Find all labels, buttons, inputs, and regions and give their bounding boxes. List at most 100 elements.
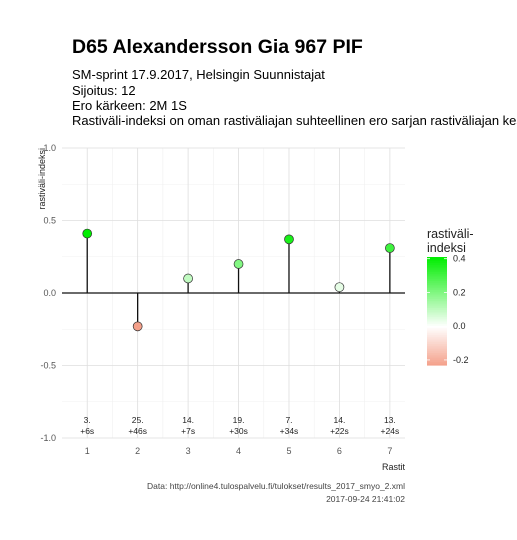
legend-colorbar-segment [427, 260, 447, 263]
legend-colorbar-segment [427, 305, 447, 308]
time-diff-label: +6s [80, 426, 94, 436]
legend-colorbar-segment [427, 278, 447, 281]
legend-colorbar-segment [427, 293, 447, 296]
y-tick-label: -1.0 [40, 433, 56, 443]
x-tick-label: 3 [186, 446, 191, 456]
legend-colorbar-segment [427, 275, 447, 278]
legend-colorbar-segment [427, 327, 447, 330]
legend-colorbar-segment [427, 273, 447, 276]
legend-colorbar-segment [427, 298, 447, 301]
x-tick-label: 5 [286, 446, 291, 456]
legend-colorbar-segment [427, 271, 447, 274]
legend-colorbar-segment [427, 267, 447, 271]
legend-title: rastiväli- [427, 227, 474, 241]
legend-colorbar-segment [427, 291, 447, 294]
legend-colorbar-segment [427, 266, 447, 269]
x-tick-label: 2 [135, 446, 140, 456]
legend: rastiväli-indeksi -0.2 0.0 0.2 0.4 [427, 227, 474, 366]
legend-colorbar-segment [427, 307, 447, 310]
y-tick-label: 1.0 [43, 143, 56, 153]
legend-title: indeksi [427, 241, 466, 255]
timestamp-caption: 2017-09-24 21:41:02 [326, 494, 405, 504]
legend-tick-label: 0.2 [453, 287, 466, 297]
legend-colorbar-segment [427, 276, 447, 280]
placement-label: 25. [132, 415, 144, 425]
subtitle-line: Sijoitus: 12 [72, 83, 136, 98]
placement-label: 14. [182, 415, 194, 425]
legend-colorbar-segment [427, 262, 447, 265]
chart-title: D65 Alexandersson Gia 967 PIF [72, 36, 363, 58]
time-diff-label: +30s [229, 426, 248, 436]
legend-colorbar-segment [427, 338, 447, 341]
legend-colorbar-segment [427, 264, 447, 267]
legend-colorbar-segment [427, 296, 447, 299]
subtitle-line: Ero kärkeen: 2M 1S [72, 98, 187, 113]
legend-colorbar-segment [427, 312, 447, 316]
data-source-caption: Data: http://online4.tulospalvelu.fi/tul… [147, 481, 405, 491]
lollipop-point [183, 273, 193, 284]
y-tick-label: 0.0 [43, 288, 56, 298]
lollipop-point [82, 228, 93, 239]
time-diff-label: +24s [381, 426, 400, 436]
legend-colorbar-segment [427, 361, 447, 364]
time-diff-label: +7s [181, 426, 195, 436]
time-diff-label: +22s [330, 426, 349, 436]
legend-colorbar-segment [427, 257, 447, 260]
legend-colorbar-segment [427, 282, 447, 285]
legend-colorbar-segment [427, 309, 447, 312]
lollipop-point [284, 234, 294, 245]
legend-colorbar-segment [427, 300, 447, 303]
x-tick-label: 6 [337, 446, 342, 456]
placement-label: 14. [334, 415, 346, 425]
legend-colorbar-segment [427, 345, 447, 348]
legend-colorbar-segment [427, 285, 447, 289]
placement-label: 13. [384, 415, 396, 425]
legend-colorbar-segment [427, 269, 447, 272]
placement-label: 3. [84, 415, 91, 425]
legend-colorbar-segment [427, 321, 447, 325]
legend-colorbar-segment [427, 318, 447, 321]
legend-colorbar-segment [427, 284, 447, 287]
placement-label: 7. [285, 415, 292, 425]
y-axis-label: rastiväli-indeksi [37, 148, 47, 210]
legend-colorbar-segment [427, 352, 447, 355]
legend-colorbar-segment [427, 258, 447, 262]
legend-colorbar-segment [427, 347, 447, 350]
legend-colorbar-segment [427, 280, 447, 283]
legend-colorbar-segment [427, 334, 447, 337]
time-diff-label: +46s [128, 426, 147, 436]
legend-colorbar-segment [427, 316, 447, 319]
time-diff-label: +34s [280, 426, 299, 436]
y-tick-label: 0.5 [43, 216, 56, 226]
subtitle-line: Rastiväli-indeksi on oman rastiväliajan … [72, 113, 517, 128]
legend-colorbar-segment [427, 341, 447, 344]
legend-colorbar-segment [427, 294, 447, 298]
legend-colorbar-segment [427, 350, 447, 353]
legend-colorbar-segment [427, 357, 447, 361]
legend-colorbar-segment [427, 343, 447, 346]
legend-colorbar-segment [427, 363, 447, 366]
lollipop-point [385, 243, 395, 253]
placement-label: 19. [233, 415, 245, 425]
legend-colorbar-segment [427, 320, 447, 323]
legend-colorbar-segment [427, 325, 447, 328]
legend-colorbar-segment [427, 302, 447, 305]
lollipop-point [132, 321, 143, 332]
legend-tick-label: 0.0 [453, 321, 466, 331]
legend-colorbar-segment [427, 348, 447, 352]
lollipop-point [334, 282, 345, 293]
lollipop-point [233, 259, 244, 269]
legend-colorbar-segment [427, 339, 447, 343]
legend-colorbar-segment [427, 354, 447, 357]
legend-colorbar-segment [427, 323, 447, 326]
x-tick-label: 1 [85, 446, 90, 456]
subtitle-line: SM-sprint 17.9.2017, Helsingin Suunnista… [72, 67, 325, 82]
x-axis-label: Rastit [382, 462, 406, 472]
legend-colorbar-segment [427, 356, 447, 359]
x-tick-label: 7 [387, 446, 392, 456]
legend-colorbar-segment [427, 329, 447, 332]
legend-tick-label: -0.2 [453, 355, 469, 365]
plot-area: -1.0 -0.5 0.0 0.5 1.0 1 2 3 4 5 6 7 Rastit rastiväli-… [37, 143, 405, 472]
legend-colorbar-segment [427, 289, 447, 292]
